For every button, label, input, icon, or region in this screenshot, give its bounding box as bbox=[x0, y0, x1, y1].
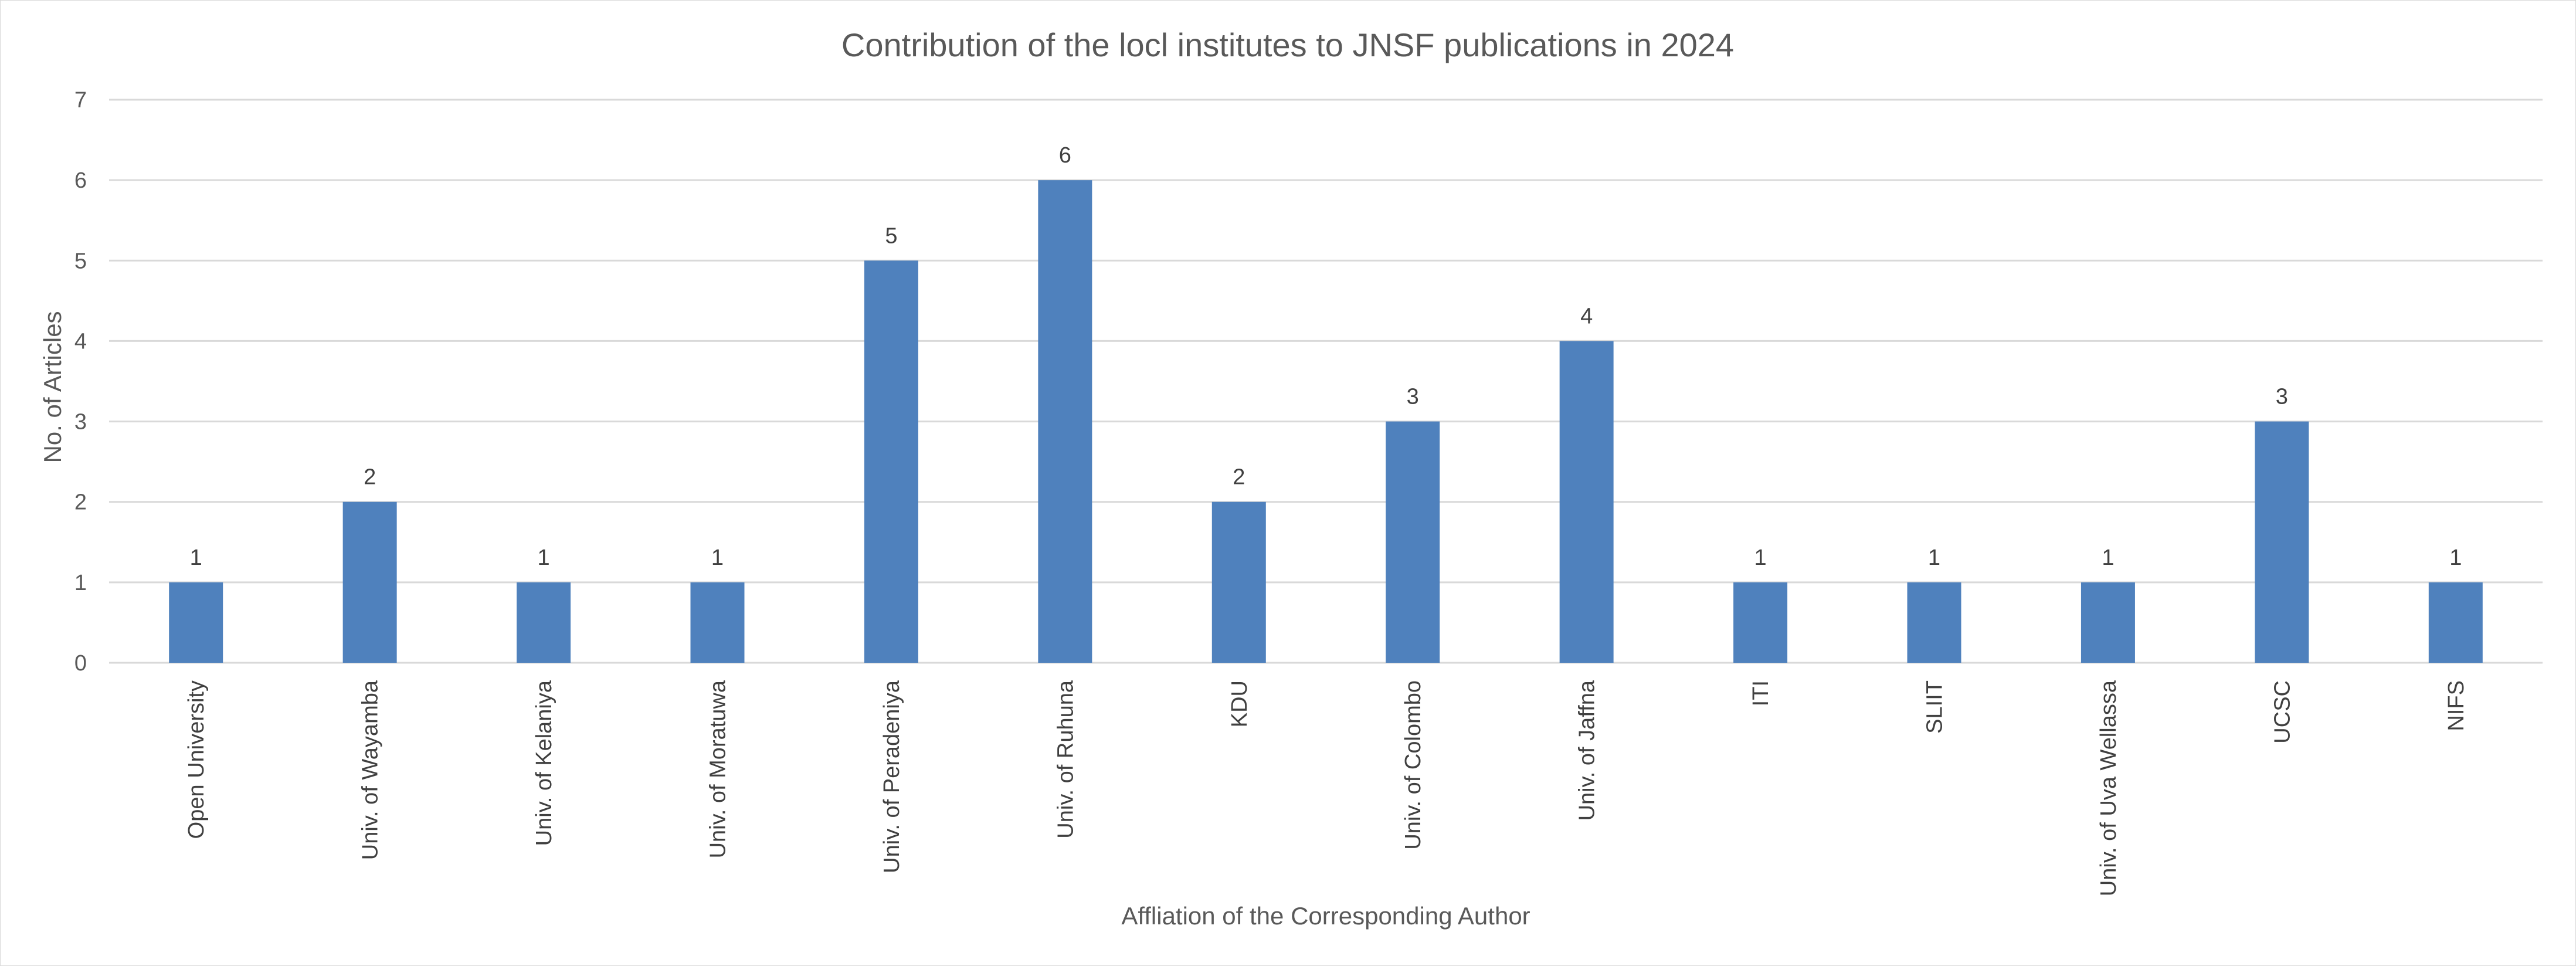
bar bbox=[1907, 582, 1961, 663]
x-category-label: Univ. of Colombo bbox=[1401, 680, 1426, 850]
x-category-label: Open University bbox=[184, 680, 209, 839]
y-tick-label: 3 bbox=[74, 410, 87, 435]
y-tick-label: 5 bbox=[74, 249, 87, 273]
data-label: 5 bbox=[885, 223, 897, 248]
bar bbox=[2081, 582, 2135, 663]
y-tick-label: 2 bbox=[74, 490, 87, 515]
bar bbox=[2428, 582, 2483, 663]
y-tick-label: 7 bbox=[74, 88, 87, 113]
y-tick-label: 4 bbox=[74, 329, 87, 354]
data-label: 1 bbox=[1754, 545, 1767, 570]
bars bbox=[169, 180, 2483, 663]
y-tick-label: 1 bbox=[74, 571, 87, 595]
x-category-label: ITI bbox=[1749, 680, 1773, 706]
bar bbox=[2255, 421, 2309, 663]
x-category-label: NIFS bbox=[2444, 680, 2469, 731]
data-label: 4 bbox=[1580, 304, 1593, 328]
data-label: 2 bbox=[1233, 465, 1245, 490]
x-category-label: Univ. of Moratuwa bbox=[706, 680, 731, 858]
y-axis-ticks: 0 1 2 3 4 5 6 7 bbox=[74, 88, 87, 676]
data-labels: 1 2 1 1 5 6 2 3 4 1 1 1 3 1 bbox=[190, 143, 2462, 570]
x-category-label: Univ. of Wayamba bbox=[358, 680, 383, 860]
data-label: 2 bbox=[364, 465, 376, 490]
x-category-label: Univ. of Ruhuna bbox=[1053, 680, 1078, 839]
y-axis-title: No. of Articles bbox=[39, 311, 66, 463]
bar bbox=[1559, 341, 1614, 663]
bar bbox=[690, 582, 745, 663]
bar bbox=[342, 501, 397, 663]
bar bbox=[1733, 582, 1788, 663]
x-category-label: Univ. of Peradeniya bbox=[880, 680, 904, 873]
bar bbox=[169, 582, 223, 663]
chart-title: Contribution of the locl institutes to J… bbox=[841, 26, 1734, 63]
data-label: 1 bbox=[2102, 545, 2114, 570]
x-axis-categories: Open University Univ. of Wayamba Univ. of … bbox=[184, 680, 2469, 896]
x-category-label: SLIIT bbox=[1923, 680, 1947, 734]
bar bbox=[517, 582, 571, 663]
data-label: 1 bbox=[2449, 545, 2462, 570]
data-label: 1 bbox=[711, 545, 724, 570]
data-label: 1 bbox=[538, 545, 550, 570]
data-label: 1 bbox=[1928, 545, 1940, 570]
gridlines bbox=[109, 99, 2543, 584]
x-axis-title: Affliation of the Corresponding Author bbox=[1121, 902, 1530, 930]
x-category-label: Univ. of Kelaniya bbox=[532, 680, 556, 846]
bar bbox=[1038, 180, 1092, 663]
x-category-label: Univ. of Jaffna bbox=[1575, 680, 1600, 821]
data-label: 3 bbox=[1407, 385, 1419, 409]
bar bbox=[1211, 501, 1266, 663]
data-label: 6 bbox=[1059, 143, 1071, 168]
bar bbox=[864, 260, 918, 663]
bar bbox=[1386, 421, 1440, 663]
x-category-label: KDU bbox=[1227, 680, 1252, 727]
y-tick-label: 0 bbox=[74, 651, 87, 676]
x-category-label: Univ. of Uva Wellassa bbox=[2096, 680, 2121, 896]
data-label: 3 bbox=[2276, 385, 2288, 409]
data-label: 1 bbox=[190, 545, 202, 570]
x-category-label: UCSC bbox=[2270, 680, 2295, 744]
y-tick-label: 6 bbox=[74, 168, 87, 193]
